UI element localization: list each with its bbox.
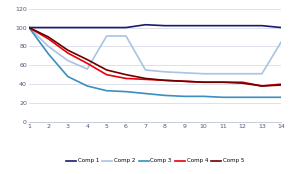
Comp 4: [105, 74, 108, 76]
Comp 1: [47, 26, 50, 29]
Comp 2: [47, 45, 50, 48]
Comp 2: [66, 60, 70, 62]
Comp 2: [202, 73, 205, 75]
Comp 1: [182, 25, 186, 27]
Comp 3: [105, 90, 108, 92]
Comp 4: [202, 81, 205, 83]
Comp 5: [280, 84, 283, 86]
Comp 1: [163, 25, 166, 27]
Comp 2: [124, 35, 128, 37]
Comp 2: [144, 69, 147, 71]
Comp 1: [66, 26, 70, 29]
Comp 1: [27, 26, 31, 29]
Comp 5: [86, 59, 89, 61]
Comp 3: [182, 95, 186, 97]
Comp 4: [66, 52, 70, 54]
Comp 5: [27, 26, 31, 29]
Comp 3: [27, 26, 31, 29]
Line: Comp 2: Comp 2: [29, 27, 281, 74]
Comp 1: [124, 26, 128, 29]
Comp 4: [144, 78, 147, 80]
Comp 4: [280, 83, 283, 85]
Comp 2: [163, 71, 166, 73]
Comp 4: [260, 85, 264, 87]
Comp 4: [182, 80, 186, 82]
Line: Comp 1: Comp 1: [29, 25, 281, 27]
Line: Comp 3: Comp 3: [29, 27, 281, 97]
Comp 5: [221, 81, 225, 83]
Comp 3: [124, 91, 128, 93]
Comp 1: [86, 26, 89, 29]
Comp 5: [182, 80, 186, 82]
Comp 5: [202, 81, 205, 83]
Comp 2: [86, 68, 89, 70]
Comp 3: [86, 85, 89, 87]
Comp 2: [280, 41, 283, 43]
Legend: Comp 1, Comp 2, Comp 3, Comp 4, Comp 5: Comp 1, Comp 2, Comp 3, Comp 4, Comp 5: [64, 156, 246, 166]
Comp 4: [47, 38, 50, 40]
Comp 4: [163, 79, 166, 81]
Comp 1: [260, 25, 264, 27]
Comp 4: [124, 77, 128, 80]
Comp 3: [241, 96, 244, 98]
Comp 1: [241, 25, 244, 27]
Comp 3: [221, 96, 225, 98]
Comp 4: [27, 26, 31, 29]
Line: Comp 4: Comp 4: [29, 27, 281, 86]
Comp 2: [27, 26, 31, 29]
Comp 4: [86, 62, 89, 64]
Comp 1: [105, 26, 108, 29]
Comp 3: [47, 53, 50, 55]
Comp 1: [280, 26, 283, 29]
Comp 1: [221, 25, 225, 27]
Comp 2: [182, 72, 186, 74]
Comp 5: [124, 74, 128, 76]
Comp 4: [221, 81, 225, 83]
Comp 3: [280, 96, 283, 98]
Comp 2: [260, 73, 264, 75]
Comp 5: [105, 69, 108, 71]
Comp 5: [47, 36, 50, 38]
Comp 5: [241, 82, 244, 84]
Comp 3: [260, 96, 264, 98]
Comp 4: [241, 81, 244, 83]
Comp 3: [144, 93, 147, 95]
Comp 2: [241, 73, 244, 75]
Comp 3: [163, 94, 166, 96]
Comp 2: [105, 35, 108, 37]
Comp 2: [221, 73, 225, 75]
Comp 3: [66, 76, 70, 78]
Comp 1: [144, 24, 147, 26]
Comp 5: [144, 77, 147, 80]
Comp 5: [66, 49, 70, 51]
Comp 3: [202, 95, 205, 97]
Comp 5: [260, 85, 264, 87]
Line: Comp 5: Comp 5: [29, 27, 281, 86]
Comp 1: [202, 25, 205, 27]
Comp 5: [163, 79, 166, 81]
